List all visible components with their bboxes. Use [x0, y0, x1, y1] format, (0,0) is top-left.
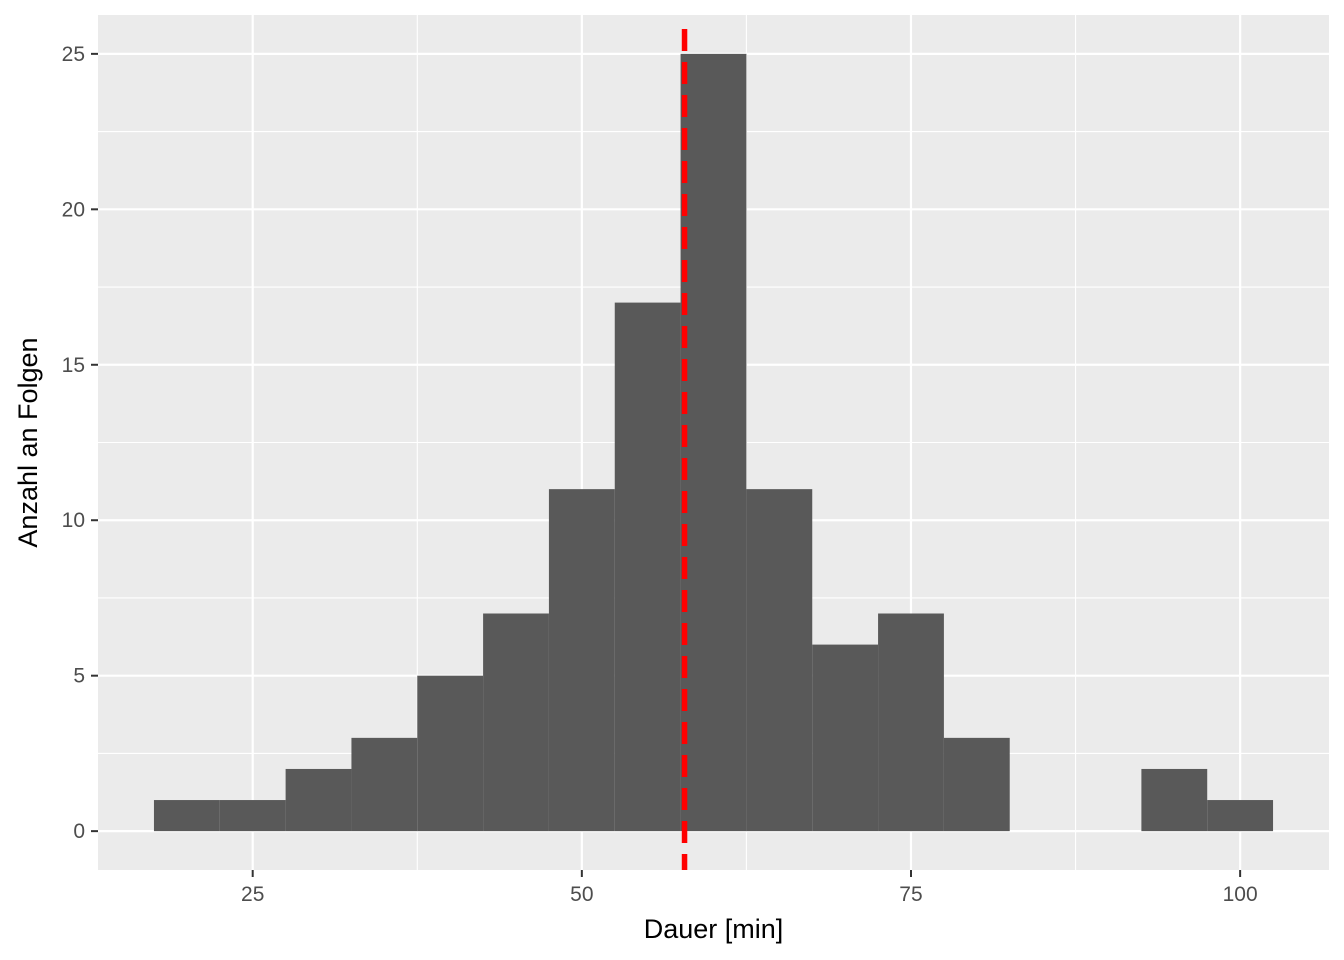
histogram-bar — [680, 53, 747, 832]
x-axis: 25 50 75 100 — [241, 870, 1258, 906]
y-axis: 0 5 10 15 20 25 — [62, 43, 98, 843]
x-tick-label: 100 — [1223, 883, 1258, 906]
y-tick-label: 25 — [62, 43, 85, 66]
histogram-bar — [153, 800, 220, 832]
y-tick-label: 0 — [73, 820, 85, 843]
histogram-bar — [285, 768, 352, 832]
histogram-bar — [219, 800, 286, 832]
histogram-bar — [812, 644, 879, 832]
histogram-bar — [1141, 768, 1208, 832]
x-tick-label: 75 — [899, 883, 922, 906]
histogram-bar — [614, 302, 681, 832]
histogram-bar — [1207, 800, 1274, 832]
histogram-bar — [943, 737, 1010, 832]
histogram-bar — [351, 737, 418, 832]
x-axis-title: Dauer [min] — [644, 914, 784, 944]
y-tick-label: 20 — [62, 198, 85, 221]
histogram-bar — [417, 675, 484, 832]
histogram-bar — [548, 489, 615, 832]
y-axis-title: Anzahl an Folgen — [13, 337, 43, 547]
histogram-bars — [153, 53, 1274, 832]
y-tick-label: 15 — [62, 354, 85, 377]
y-tick-label: 10 — [62, 509, 85, 532]
x-tick-label: 25 — [241, 883, 264, 906]
histogram-bar — [746, 489, 813, 832]
histogram-bar — [483, 613, 549, 832]
histogram-bar — [878, 613, 944, 832]
x-tick-label: 50 — [570, 883, 593, 906]
y-tick-label: 5 — [73, 665, 85, 688]
